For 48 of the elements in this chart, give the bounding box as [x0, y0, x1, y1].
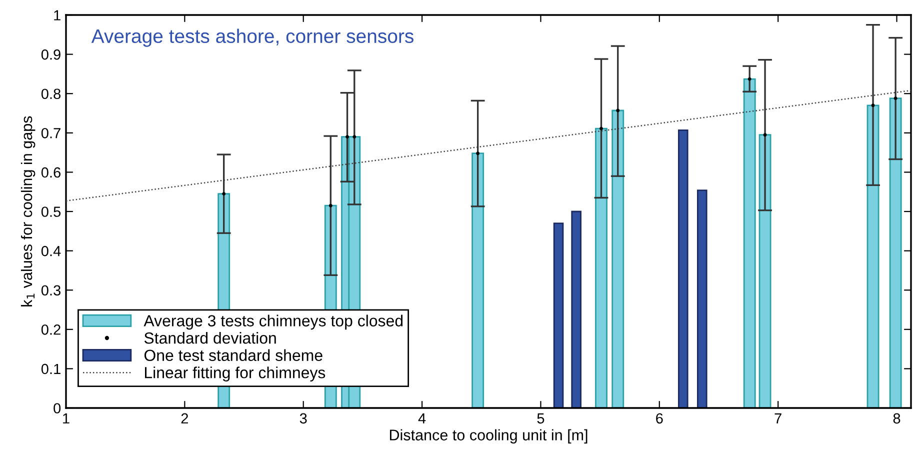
legend-label: Linear fitting for chimneys	[145, 366, 326, 382]
bar	[866, 104, 880, 408]
bar	[696, 190, 708, 408]
x-tick-label: 3	[300, 413, 307, 424]
text: Average tests ashore, corner sensors	[91, 28, 414, 47]
point	[476, 152, 480, 156]
y-tick-label: 0.3	[41, 285, 60, 296]
y-tick-label: 0.8	[41, 88, 61, 100]
y-axis-title: k$_{1}$ values for cooling in gaps	[20, 116, 36, 306]
y-tick-label: 0.5	[41, 206, 61, 217]
x-tick-label: 2	[181, 413, 188, 424]
point	[346, 135, 350, 139]
y-tick-label: 1	[54, 10, 60, 20]
point	[600, 126, 603, 130]
point	[763, 133, 767, 137]
y-tick-label: 0.9	[41, 49, 60, 60]
legend-label: One test standard sheme	[144, 349, 322, 362]
bar	[571, 210, 582, 408]
x-tick-label: 5	[537, 413, 544, 424]
y-tick-label: 0.1	[41, 364, 60, 374]
y-tick-label: 0.2	[41, 324, 60, 335]
legend-label: Average 3 tests chimneys top closed	[144, 314, 403, 330]
x-tick-label: 6	[656, 413, 663, 424]
point	[616, 108, 620, 112]
x-tick-label: 4	[418, 413, 426, 424]
legend-label: Standard deviation	[144, 332, 276, 344]
x-tick-label: 8	[893, 413, 900, 424]
y-tick-label: 0.6	[41, 167, 60, 178]
y-tick-label: 0	[54, 403, 61, 414]
bar	[612, 110, 624, 408]
point	[894, 96, 898, 100]
bar	[758, 134, 772, 408]
point	[352, 135, 356, 139]
y-tick-label: 0.7	[41, 128, 60, 138]
point	[328, 204, 332, 208]
x-tick-label: 7	[774, 413, 782, 424]
bar	[553, 222, 564, 408]
bar	[472, 152, 484, 408]
y-tick-label: 0.4	[41, 246, 61, 256]
bar	[595, 128, 608, 408]
point	[871, 104, 875, 108]
point	[748, 77, 752, 81]
x-tick-label: 1	[63, 413, 70, 424]
x-axis-title: Distance to cooling unit in [m]	[390, 429, 588, 444]
bar	[889, 98, 902, 408]
bar	[743, 78, 756, 408]
point	[222, 192, 226, 196]
bar	[678, 129, 688, 408]
